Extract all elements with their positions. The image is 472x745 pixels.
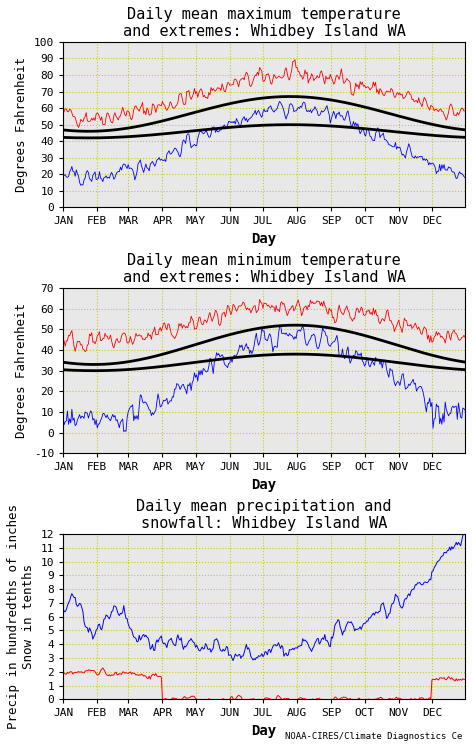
Text: NOAA-CIRES/Climate Diagnostics Ce: NOAA-CIRES/Climate Diagnostics Ce [285, 732, 463, 741]
X-axis label: Day: Day [252, 724, 277, 738]
Y-axis label: Degrees Fahrenheit: Degrees Fahrenheit [15, 303, 28, 438]
Title: Daily mean maximum temperature
and extremes: Whidbey Island WA: Daily mean maximum temperature and extre… [123, 7, 405, 39]
Y-axis label: Degrees Fahrenheit: Degrees Fahrenheit [15, 57, 28, 192]
Y-axis label: Precip in hundredths of inches
Snow in tenths: Precip in hundredths of inches Snow in t… [7, 504, 35, 729]
X-axis label: Day: Day [252, 478, 277, 492]
X-axis label: Day: Day [252, 232, 277, 246]
Title: Daily mean minimum temperature
and extremes: Whidbey Island WA: Daily mean minimum temperature and extre… [123, 253, 405, 285]
Title: Daily mean precipitation and
snowfall: Whidbey Island WA: Daily mean precipitation and snowfall: W… [136, 499, 392, 531]
